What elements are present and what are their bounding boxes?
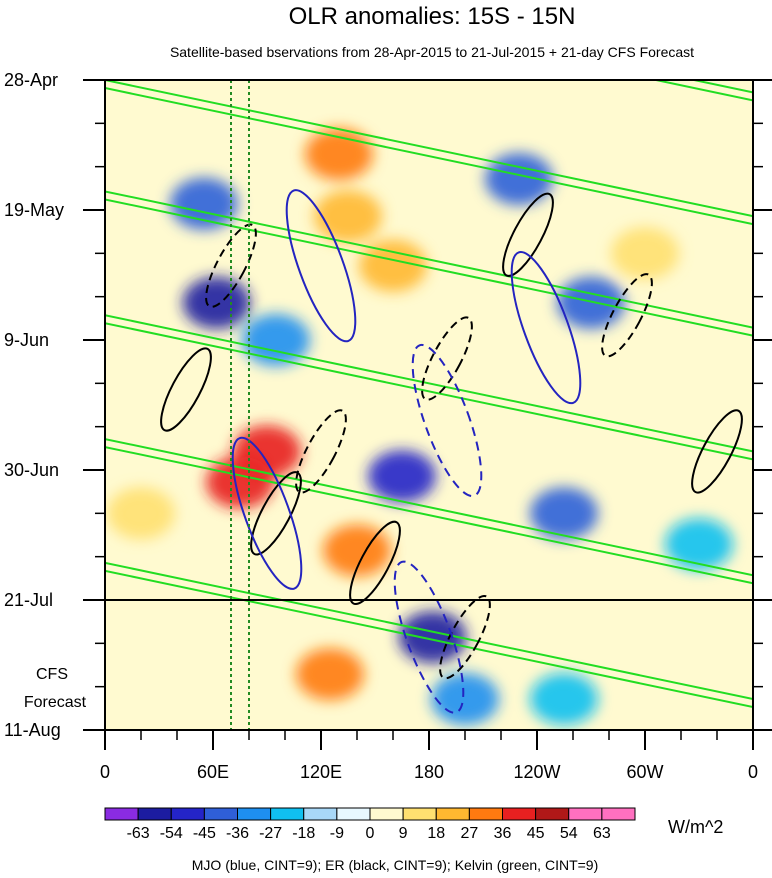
anomaly-feature bbox=[431, 673, 499, 726]
er-contour bbox=[295, 409, 347, 494]
colorbar-swatch bbox=[270, 807, 305, 821]
anomaly-feature bbox=[398, 611, 467, 664]
anomaly-feature bbox=[206, 456, 274, 509]
colorbar-swatch bbox=[104, 807, 139, 821]
x-tick-label: 0 bbox=[100, 762, 110, 782]
forecast-label-cfs: CFS bbox=[36, 666, 68, 683]
anomaly-feature bbox=[242, 314, 310, 366]
colorbar-swatch bbox=[237, 807, 272, 821]
y-tick-label: 9-Jun bbox=[4, 330, 49, 350]
mjo-contour bbox=[510, 251, 582, 405]
colorbar-swatch bbox=[502, 807, 537, 821]
y-tick-label: 21-Jul bbox=[4, 590, 53, 610]
anomaly-feature bbox=[170, 177, 238, 230]
colorbar-swatch bbox=[568, 807, 603, 821]
kelvin-contour bbox=[105, 314, 753, 453]
anomaly-feature bbox=[665, 518, 733, 571]
x-tick-label: 180 bbox=[414, 762, 444, 782]
colorbar-swatch bbox=[303, 807, 338, 821]
er-contour bbox=[421, 316, 473, 401]
y-axis: 28-Apr 19-May 9-Jun 30-Jun 21-Jul 11-Aug bbox=[4, 70, 772, 740]
er-contour bbox=[160, 347, 212, 432]
anomaly-feature bbox=[314, 190, 382, 243]
x-tick-label: 60E bbox=[197, 762, 229, 782]
colorbar-label: 36 bbox=[494, 825, 512, 842]
colorbar-label: 9 bbox=[399, 825, 408, 842]
colorbar-label: -54 bbox=[160, 825, 183, 842]
chart-footer: MJO (blue, CINT=9); ER (black, CINT=9); … bbox=[192, 857, 599, 873]
y-tick-label: 30-Jun bbox=[4, 460, 59, 480]
colorbar-swatch bbox=[203, 807, 238, 821]
y-tick-label: 11-Aug bbox=[4, 720, 61, 740]
chart-subtitle: Satellite-based bservations from 28-Apr-… bbox=[170, 44, 694, 60]
colorbar-label: -9 bbox=[330, 825, 344, 842]
colorbar-label: -18 bbox=[292, 825, 315, 842]
y-tick-label: 19-May bbox=[4, 200, 64, 220]
anomaly-feature bbox=[305, 128, 373, 181]
colorbar-swatch bbox=[336, 807, 371, 821]
anomaly-feature bbox=[530, 487, 598, 540]
colorbar-label: 45 bbox=[527, 825, 545, 842]
anomaly-feature bbox=[296, 648, 364, 701]
colorbar-swatch bbox=[170, 807, 205, 821]
colorbar-swatch bbox=[535, 807, 570, 821]
x-tick-label: 60W bbox=[626, 762, 663, 782]
mjo-contour bbox=[231, 436, 303, 590]
colorbar-label: 63 bbox=[593, 825, 611, 842]
anomaly-feature bbox=[359, 239, 427, 292]
anomaly-feature bbox=[182, 276, 251, 329]
kelvin-contour bbox=[105, 569, 753, 709]
anomaly-feature bbox=[107, 487, 175, 540]
anomaly-feature bbox=[611, 227, 679, 280]
colorbar-label: -63 bbox=[127, 825, 150, 842]
colorbar-swatch bbox=[601, 807, 636, 821]
mjo-contour bbox=[285, 189, 357, 343]
anomaly-feature bbox=[530, 673, 598, 726]
colorbar-label: 18 bbox=[427, 825, 445, 842]
colorbar-label: -27 bbox=[259, 825, 282, 842]
kelvin-contour bbox=[105, 446, 753, 585]
colorbar-label: -36 bbox=[226, 825, 249, 842]
plot-area bbox=[104, 79, 754, 731]
x-tick-label: 0 bbox=[748, 762, 758, 782]
wave-filtered-contours bbox=[105, 80, 753, 714]
mjo-contour bbox=[393, 560, 465, 714]
colorbar-swatch bbox=[435, 807, 470, 821]
colorbar-label: 0 bbox=[366, 825, 375, 842]
kelvin-contour bbox=[105, 198, 753, 337]
anomaly-feature bbox=[485, 153, 553, 206]
colorbar-swatch bbox=[369, 807, 404, 821]
er-contour bbox=[502, 192, 554, 277]
er-contour bbox=[349, 520, 401, 606]
er-contour bbox=[691, 409, 743, 494]
er-contour bbox=[601, 273, 653, 358]
colorbar-label: -45 bbox=[193, 825, 216, 842]
anomaly-feature bbox=[368, 450, 436, 503]
kelvin-contour bbox=[105, 322, 753, 461]
x-tick-label: 120W bbox=[513, 762, 560, 782]
x-tick-label: 120E bbox=[300, 762, 342, 782]
kelvin-contour bbox=[105, 190, 753, 329]
x-axis: 0 60E 120E 180 120W 60W 0 bbox=[100, 730, 758, 782]
chart-title: OLR anomalies: 15S - 15N bbox=[289, 3, 576, 30]
colorbar-label: 27 bbox=[460, 825, 478, 842]
colorbar-swatch bbox=[137, 807, 172, 821]
mjo-contour bbox=[411, 343, 483, 498]
y-tick-label: 28-Apr bbox=[4, 70, 58, 90]
colorbar-swatch bbox=[402, 807, 437, 821]
er-contour bbox=[205, 223, 257, 308]
colorbar-units: W/m^2 bbox=[668, 817, 723, 837]
kelvin-contour bbox=[105, 87, 753, 226]
kelvin-contour bbox=[105, 561, 753, 701]
kelvin-contour bbox=[105, 80, 753, 218]
colorbar-swatch bbox=[468, 807, 503, 821]
forecast-label-forecast: Forecast bbox=[24, 694, 87, 711]
reference-longitude-lines bbox=[230, 80, 250, 730]
colorbar: -63 -54 -45 -36 -27 -18 -9 0 9 18 27 36 45 54 63 bbox=[104, 807, 636, 842]
colorbar-label: 54 bbox=[560, 825, 578, 842]
er-contour bbox=[439, 594, 491, 680]
kelvin-contour bbox=[105, 438, 753, 577]
